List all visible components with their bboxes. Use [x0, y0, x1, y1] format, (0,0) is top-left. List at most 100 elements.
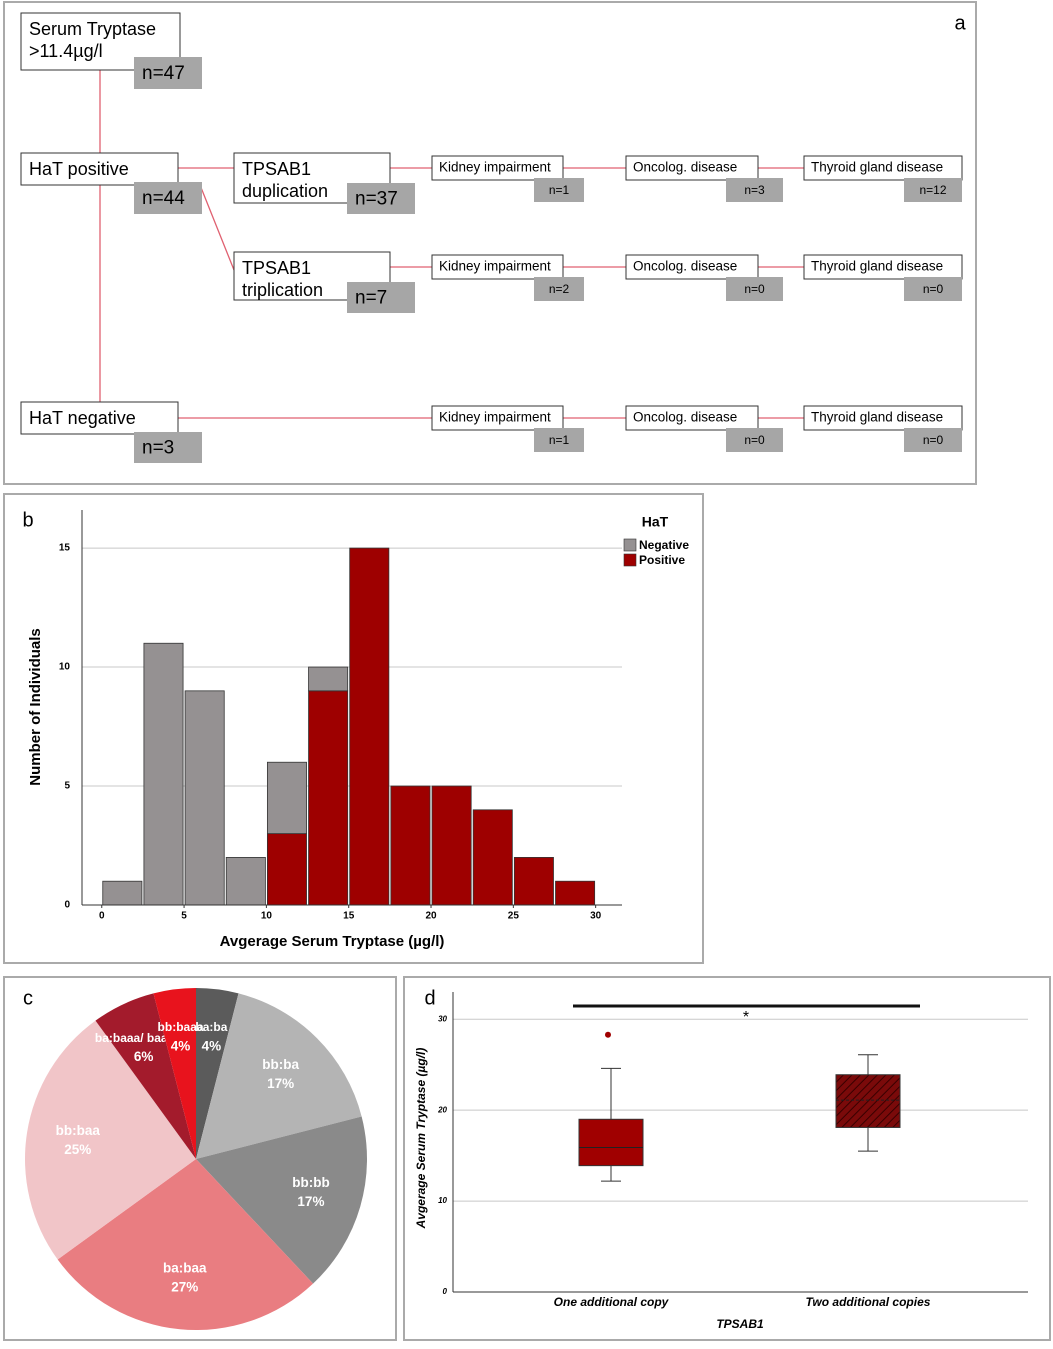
- histogram-bar: [390, 785, 431, 906]
- node-count: n=7: [355, 288, 387, 309]
- legend-label: Negative: [639, 538, 689, 552]
- legend-label: Positive: [639, 553, 685, 567]
- panel-frame: [3, 493, 704, 964]
- node-count: n=3: [142, 438, 174, 459]
- pie-slice: [57, 1159, 314, 1330]
- panel-label: b: [22, 509, 33, 531]
- panel-label: c: [23, 987, 33, 1009]
- slice-label: bb:ba: [262, 1057, 299, 1072]
- legend-swatch: [623, 553, 637, 567]
- slice-label: bb:baaa: [158, 1020, 204, 1034]
- outcome-box: [803, 405, 963, 431]
- histogram-bar: [225, 857, 266, 906]
- node-label: duplication: [242, 181, 328, 201]
- count-box: [134, 57, 202, 89]
- outcome-count: n=0: [744, 433, 765, 447]
- histogram-bar: [308, 690, 349, 906]
- node-label: >11.4µg/l: [29, 41, 103, 61]
- panel-label: a: [954, 12, 966, 34]
- slice-value: 6%: [134, 1049, 154, 1064]
- outcome-box: [625, 155, 759, 181]
- panel-label: d: [424, 987, 435, 1009]
- node-count: n=47: [142, 63, 185, 84]
- outcome-count: n=2: [549, 282, 570, 296]
- node-label: HaT negative: [29, 408, 136, 428]
- histogram-bar: [472, 809, 513, 906]
- outcome-label: Oncolog. disease: [633, 410, 737, 425]
- histogram-bar: [266, 833, 307, 906]
- outcome-label: Oncolog. disease: [633, 160, 737, 175]
- y-tick-label: 0: [443, 1287, 448, 1296]
- count-box: [726, 428, 783, 452]
- outcome-label: Thyroid gland disease: [811, 410, 943, 425]
- slice-value: 27%: [171, 1280, 198, 1295]
- x-tick-label: 5: [181, 911, 187, 922]
- count-box: [347, 282, 415, 313]
- histogram-bar: [184, 690, 225, 906]
- y-axis-title: Avgerage Serum Tryptase (µg/l): [414, 1048, 428, 1230]
- y-tick-label: 5: [64, 781, 70, 792]
- outcome-count: n=0: [923, 433, 944, 447]
- count-box: [904, 277, 962, 301]
- outcome-label: Kidney impairment: [439, 259, 551, 274]
- node-count: n=37: [355, 189, 398, 210]
- pie-slice: [196, 1116, 367, 1284]
- node-label: Serum Tryptase: [29, 19, 156, 39]
- x-axis-title: Avgerage Serum Tryptase (µg/l): [220, 933, 445, 950]
- count-box: [726, 178, 783, 202]
- x-tick-label: 15: [343, 911, 355, 922]
- count-box: [904, 428, 962, 452]
- box: [835, 1074, 901, 1128]
- count-box: [904, 178, 962, 202]
- histogram-bar: [308, 666, 349, 692]
- outcome-label: Thyroid gland disease: [811, 259, 943, 274]
- x-tick-label: 0: [99, 911, 105, 922]
- node-label: TPSAB1: [242, 159, 311, 179]
- slice-value: 17%: [297, 1194, 324, 1209]
- outcome-box: [625, 254, 759, 280]
- outcome-label: Kidney impairment: [439, 160, 551, 175]
- y-tick-label: 20: [437, 1105, 447, 1114]
- panel-frame: [403, 976, 1051, 1341]
- node-box: [20, 401, 179, 435]
- count-box: [534, 428, 584, 452]
- outcome-box: [431, 405, 564, 431]
- outcome-label: Kidney impairment: [439, 410, 551, 425]
- outcome-count: n=12: [919, 183, 946, 197]
- outcome-count: n=0: [744, 282, 765, 296]
- x-tick-label: One additional copy: [554, 1295, 670, 1309]
- outcome-label: Oncolog. disease: [633, 259, 737, 274]
- count-box: [134, 432, 202, 463]
- count-box: [726, 277, 783, 301]
- x-tick-label: 30: [590, 911, 602, 922]
- slice-value: 17%: [267, 1076, 294, 1091]
- outcome-count: n=0: [923, 282, 944, 296]
- diagram-edges: [99, 70, 804, 419]
- panel-frame: [3, 976, 397, 1341]
- box: [578, 1118, 644, 1167]
- histogram-bar: [349, 547, 390, 906]
- node-label: triplication: [242, 280, 323, 300]
- pie-slice: [196, 988, 239, 1159]
- y-axis-title: Number of Individuals: [27, 628, 44, 786]
- x-tick-label: 20: [425, 911, 437, 922]
- outcome-count: n=3: [744, 183, 765, 197]
- y-tick-label: 30: [438, 1014, 447, 1023]
- significance-label: *: [743, 1009, 749, 1026]
- histogram-bar: [431, 785, 472, 906]
- panel-frame: [3, 1, 977, 485]
- slice-label: ba:baa: [163, 1261, 207, 1276]
- outcome-count: n=1: [549, 433, 570, 447]
- x-tick-label: Two additional copies: [806, 1295, 931, 1309]
- y-tick-label: 10: [438, 1196, 447, 1205]
- histogram-bar: [143, 642, 184, 906]
- node-count: n=44: [142, 188, 185, 209]
- flier: [605, 1031, 611, 1038]
- slice-value: 25%: [64, 1142, 91, 1157]
- outcome-label: Thyroid gland disease: [811, 160, 943, 175]
- count-box: [134, 182, 202, 214]
- x-axis-title: TPSAB1: [716, 1317, 764, 1331]
- histogram-bar: [266, 761, 307, 835]
- count-box: [534, 178, 584, 202]
- pie-slice: [25, 1020, 196, 1260]
